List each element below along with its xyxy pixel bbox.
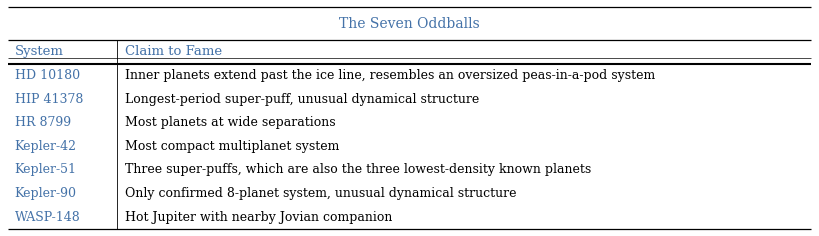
Text: WASP-148: WASP-148 [15,211,80,224]
Text: Kepler-90: Kepler-90 [15,187,77,200]
Text: Inner planets extend past the ice line, resembles an oversized peas-in-a-pod sys: Inner planets extend past the ice line, … [124,69,655,82]
Text: The Seven Oddballs: The Seven Oddballs [339,17,480,31]
Text: Three super-puffs, which are also the three lowest-density known planets: Three super-puffs, which are also the th… [124,163,591,177]
Text: System: System [15,45,64,59]
Text: Most planets at wide separations: Most planets at wide separations [124,116,335,129]
Text: Only confirmed 8-planet system, unusual dynamical structure: Only confirmed 8-planet system, unusual … [124,187,516,200]
Text: Claim to Fame: Claim to Fame [124,45,222,59]
Text: HIP 41378: HIP 41378 [15,93,83,106]
Text: HR 8799: HR 8799 [15,116,71,129]
Text: Hot Jupiter with nearby Jovian companion: Hot Jupiter with nearby Jovian companion [124,211,392,224]
Text: Kepler-42: Kepler-42 [15,140,77,153]
Text: Kepler-51: Kepler-51 [15,163,77,177]
Text: Most compact multiplanet system: Most compact multiplanet system [124,140,339,153]
Text: Longest-period super-puff, unusual dynamical structure: Longest-period super-puff, unusual dynam… [124,93,479,106]
Text: HD 10180: HD 10180 [15,69,80,82]
